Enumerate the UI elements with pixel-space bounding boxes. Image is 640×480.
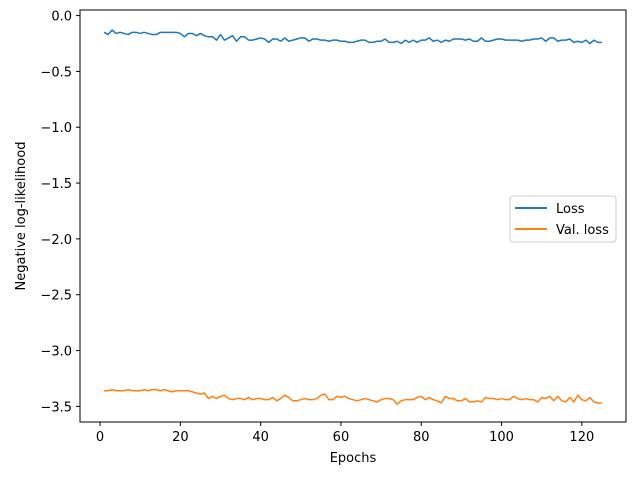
y-tick-label: −1.0: [40, 121, 72, 136]
y-tick-label: 0.0: [51, 10, 72, 25]
x-tick-label: 60: [333, 430, 350, 445]
legend-label-val-loss: Val. loss: [556, 223, 609, 238]
axes-frame: [79, 9, 627, 423]
series-line-val-loss: [104, 388, 602, 405]
y-axis-label: Negative log-likelihood: [14, 142, 29, 291]
legend: Loss Val. loss: [509, 195, 617, 243]
x-tick-label: 20: [172, 430, 189, 445]
x-axis: 0 20 40 60 80 100 120: [96, 422, 594, 445]
y-tick-label: −0.5: [40, 65, 72, 80]
x-tick-label: 80: [413, 430, 430, 445]
x-axis-label: Epochs: [330, 451, 377, 466]
legend-label-loss: Loss: [556, 202, 585, 217]
y-tick-label: −2.5: [40, 289, 72, 304]
x-tick-label: 120: [569, 430, 594, 445]
y-tick-label: −1.5: [40, 177, 72, 192]
series-layer: [103, 29, 602, 405]
plot-area: [79, 9, 627, 423]
x-tick-label: 0: [96, 430, 104, 445]
series-line-loss: [103, 29, 602, 45]
y-axis: 0.0 −0.5 −1.0 −1.5 −2.0 −2.5 −3.0 −3.5: [40, 10, 80, 415]
x-tick-label: 40: [252, 430, 269, 445]
y-tick-label: −2.0: [40, 233, 72, 248]
y-tick-label: −3.5: [40, 400, 72, 415]
y-tick-label: −3.0: [40, 345, 72, 360]
x-tick-label: 100: [489, 430, 514, 445]
